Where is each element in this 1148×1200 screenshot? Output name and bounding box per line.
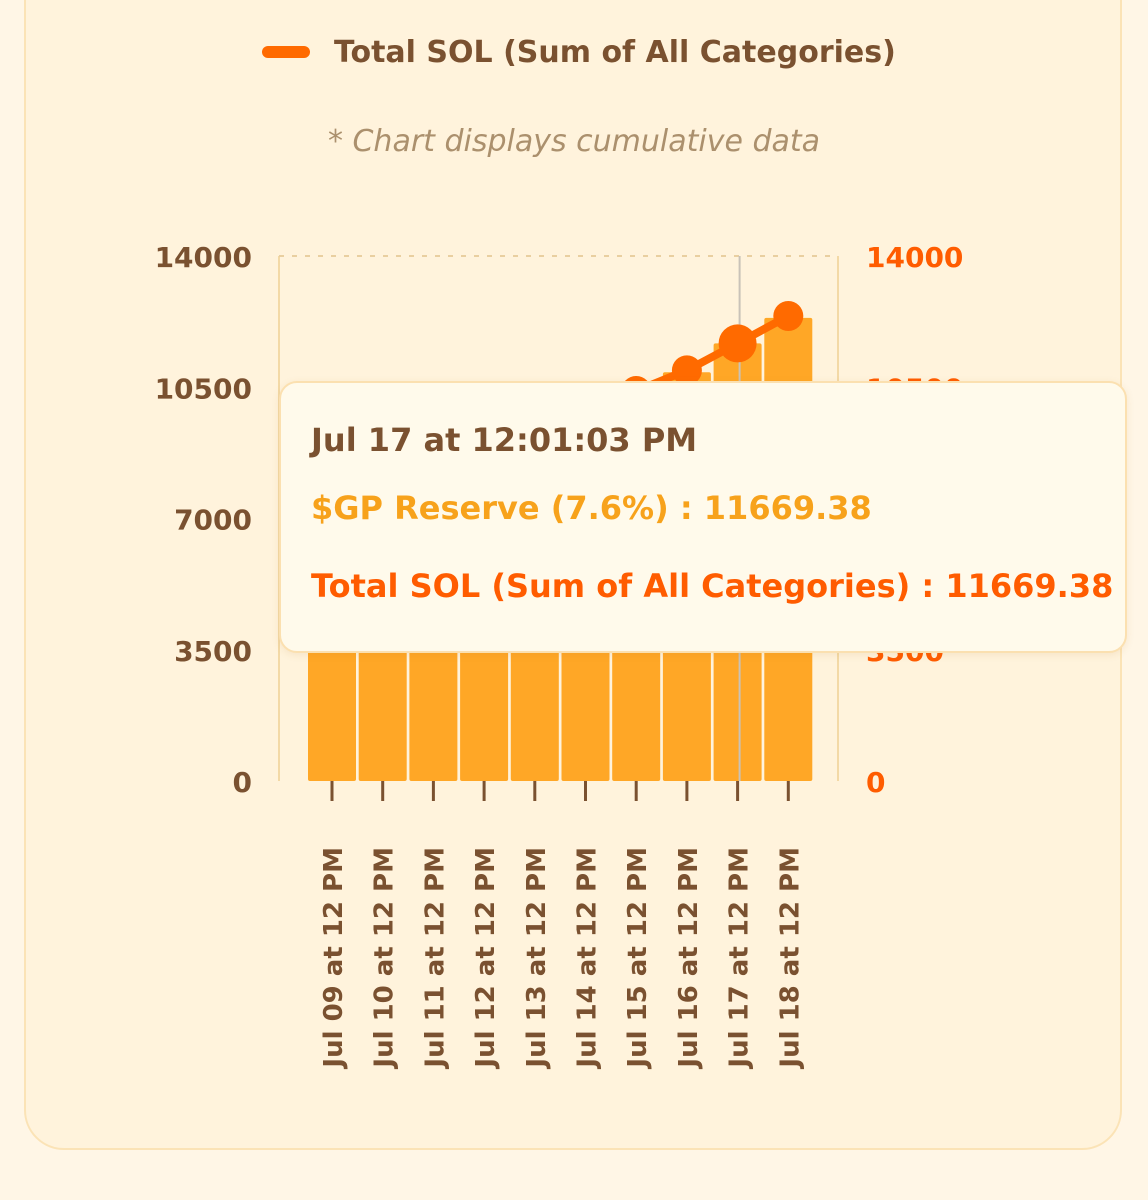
y-tick-right: 14000 <box>866 241 963 274</box>
chart-note: * Chart displays cumulative data <box>327 124 821 159</box>
x-tick-label: Jul 11 at 12 PM <box>420 847 450 1070</box>
legend-label: Total SOL (Sum of All Categories) <box>334 34 896 70</box>
y-tick-right: 0 <box>866 766 885 799</box>
x-tick-label: Jul 13 at 12 PM <box>522 847 552 1070</box>
x-tick-label: Jul 12 at 12 PM <box>471 847 501 1070</box>
tooltip-total-row: Total SOL (Sum of All Categories) : 1166… <box>311 567 1114 605</box>
line-point <box>671 355 702 386</box>
y-tick-left: 7000 <box>174 504 252 537</box>
line-point <box>773 301 804 331</box>
y-tick-left: 14000 <box>155 241 252 274</box>
y-tick-left: 10500 <box>155 372 252 405</box>
x-tick-label: Jul 14 at 12 PM <box>573 847 603 1070</box>
y-tick-left: 3500 <box>174 635 252 668</box>
y-tick-left: 0 <box>233 766 252 799</box>
x-tick-label: Jul 18 at 12 PM <box>775 847 805 1070</box>
tooltip-title: Jul 17 at 12:01:03 PM <box>311 421 698 459</box>
legend-swatch <box>262 46 310 58</box>
line-point <box>718 324 757 363</box>
chart-tooltip: Jul 17 at 12:01:03 PM $GP Reserve (7.6%)… <box>279 381 1127 653</box>
x-tick-label: Jul 15 at 12 PM <box>623 847 653 1070</box>
x-tick-label: Jul 17 at 12 PM <box>725 847 755 1070</box>
x-tick-label: Jul 10 at 12 PM <box>370 847 400 1070</box>
x-tick-label: Jul 16 at 12 PM <box>674 847 704 1070</box>
x-tick-label: Jul 09 at 12 PM <box>319 847 349 1070</box>
tooltip-reserve-row: $GP Reserve (7.6%) : 11669.38 <box>311 489 872 527</box>
chart-legend[interactable]: Total SOL (Sum of All Categories) <box>262 30 896 74</box>
